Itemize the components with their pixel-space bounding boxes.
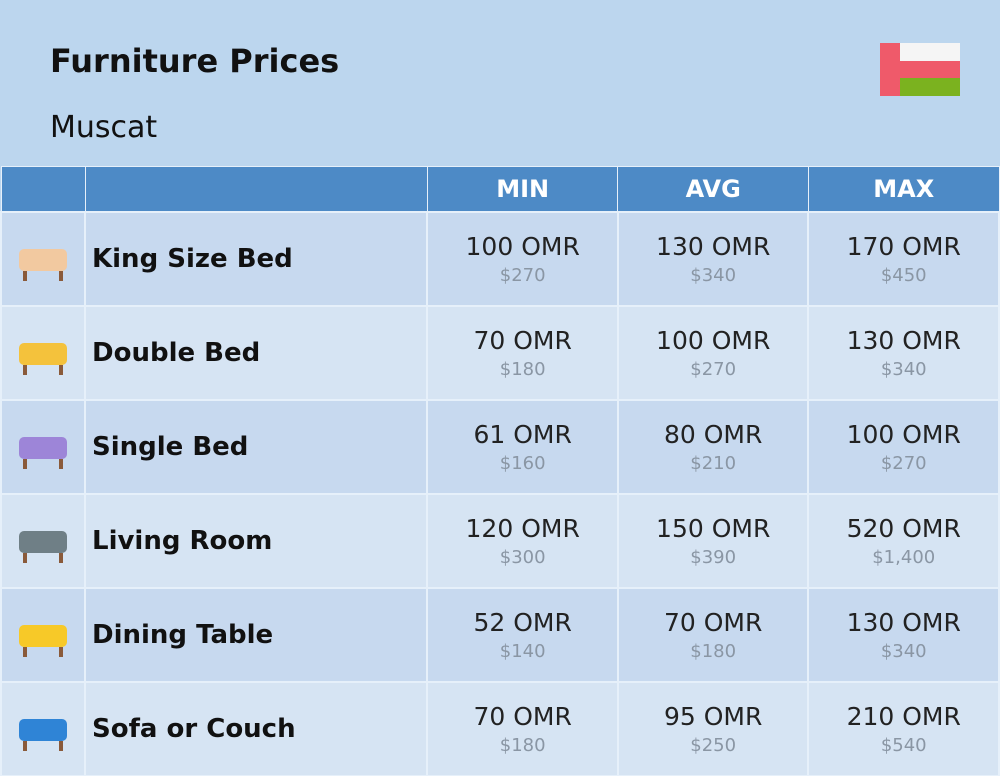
usd-price: $390	[690, 547, 737, 568]
usd-price: $180	[499, 735, 546, 756]
local-price: 210 OMR	[846, 702, 961, 731]
local-price: 130 OMR	[846, 326, 961, 355]
price-cell: 130 OMR $340	[807, 587, 1000, 683]
icon-cell	[0, 493, 86, 589]
local-price: 70 OMR	[664, 608, 763, 637]
row: King Size Bed 100 OMR $270 130 OMR $340 170 O…	[0, 211, 1000, 307]
usd-price: $270	[690, 359, 737, 380]
local-price: 170 OMR	[846, 232, 961, 261]
local-price: 130 OMR	[656, 232, 771, 261]
price-table: MIN AVG MAX King Size Bed 100 OMR $270 130 OM…	[0, 166, 1000, 776]
price-cell: 520 OMR $1,400	[807, 493, 1000, 589]
row: Double Bed 70 OMR $180 100 OMR $270 130 OMR $3…	[0, 305, 1000, 401]
local-price: 70 OMR	[473, 702, 572, 731]
local-price: 520 OMR	[846, 514, 961, 543]
price-cell: 100 OMR $270	[616, 305, 810, 401]
usd-price: $340	[880, 641, 927, 662]
local-price: 100 OMR	[465, 232, 580, 261]
icon	[19, 719, 67, 751]
column-header: MAX	[807, 166, 1000, 213]
title: Furniture Prices	[50, 42, 340, 80]
row-label: Double Bed	[83, 305, 429, 401]
usd-price: $210	[690, 453, 737, 474]
icon-cell	[0, 211, 86, 307]
price-cell: 52 OMR $140	[426, 587, 619, 683]
usd-price: $180	[690, 641, 737, 662]
row: Living Room 120 OMR $300 150 OMR $390 520 OMR…	[0, 493, 1000, 589]
local-price: 70 OMR	[473, 326, 572, 355]
row: Single Bed 61 OMR $160 80 OMR $210 100 OMR $27…	[0, 399, 1000, 495]
row-label: Single Bed	[83, 399, 429, 495]
header-cell	[84, 166, 428, 213]
price-cell: 70 OMR $180	[426, 305, 619, 401]
price-cell: 70 OMR $180	[616, 587, 810, 683]
column-header: AVG	[617, 166, 809, 213]
price-cell: 170 OMR $450	[807, 211, 1000, 307]
local-price: 130 OMR	[846, 608, 961, 637]
icon-cell	[0, 681, 86, 776]
row-label: Sofa or Couch	[83, 681, 429, 776]
usd-price: $1,400	[872, 547, 936, 568]
row: Sofa or Couch 70 OMR $180 95 OMR $250 210 OMR…	[0, 681, 1000, 776]
price-cell: 70 OMR $180	[426, 681, 619, 776]
icon	[19, 625, 67, 657]
price-cell: 100 OMR $270	[426, 211, 619, 307]
price-cell: 130 OMR $340	[616, 211, 810, 307]
local-price: 95 OMR	[664, 702, 763, 731]
usd-price: $540	[880, 735, 927, 756]
usd-price: $270	[880, 453, 927, 474]
icon-cell	[0, 305, 86, 401]
local-price: 120 OMR	[465, 514, 580, 543]
usd-price: $250	[690, 735, 737, 756]
usd-price: $340	[880, 359, 927, 380]
price-cell: 61 OMR $160	[426, 399, 619, 495]
usd-price: $140	[499, 641, 546, 662]
price-cell: 150 OMR $390	[616, 493, 810, 589]
usd-price: $340	[690, 265, 737, 286]
usd-price: $180	[499, 359, 546, 380]
price-cell: 120 OMR $300	[426, 493, 619, 589]
icon-cell	[0, 587, 86, 683]
icon	[19, 437, 67, 469]
usd-price: $270	[499, 265, 546, 286]
row-label: King Size Bed	[83, 211, 429, 307]
icon	[19, 343, 67, 375]
row-label: Living Room	[83, 493, 429, 589]
icon	[19, 531, 67, 563]
local-price: 52 OMR	[473, 608, 572, 637]
local-price: 80 OMR	[664, 420, 763, 449]
price-cell: 210 OMR $540	[807, 681, 1000, 776]
local-price: 150 OMR	[656, 514, 771, 543]
usd-price: $300	[499, 547, 546, 568]
usd-price: $450	[880, 265, 927, 286]
local-price: 100 OMR	[846, 420, 961, 449]
header-cell	[0, 166, 86, 213]
subtitle: Muscat	[50, 110, 158, 145]
icon-cell	[0, 399, 86, 495]
row: Dining Table 52 OMR $140 70 OMR $180 130 OMR $…	[0, 587, 1000, 683]
column-header: MIN	[426, 166, 619, 213]
local-price: 100 OMR	[656, 326, 771, 355]
price-cell: 100 OMR $270	[807, 399, 1000, 495]
icon	[19, 249, 67, 281]
price-cell: 80 OMR $210	[616, 399, 810, 495]
price-cell: 130 OMR $340	[807, 305, 1000, 401]
flag	[880, 43, 960, 96]
row-label: Dining Table	[83, 587, 429, 683]
usd-price: $160	[499, 453, 546, 474]
local-price: 61 OMR	[473, 420, 572, 449]
price-cell: 95 OMR $250	[616, 681, 810, 776]
